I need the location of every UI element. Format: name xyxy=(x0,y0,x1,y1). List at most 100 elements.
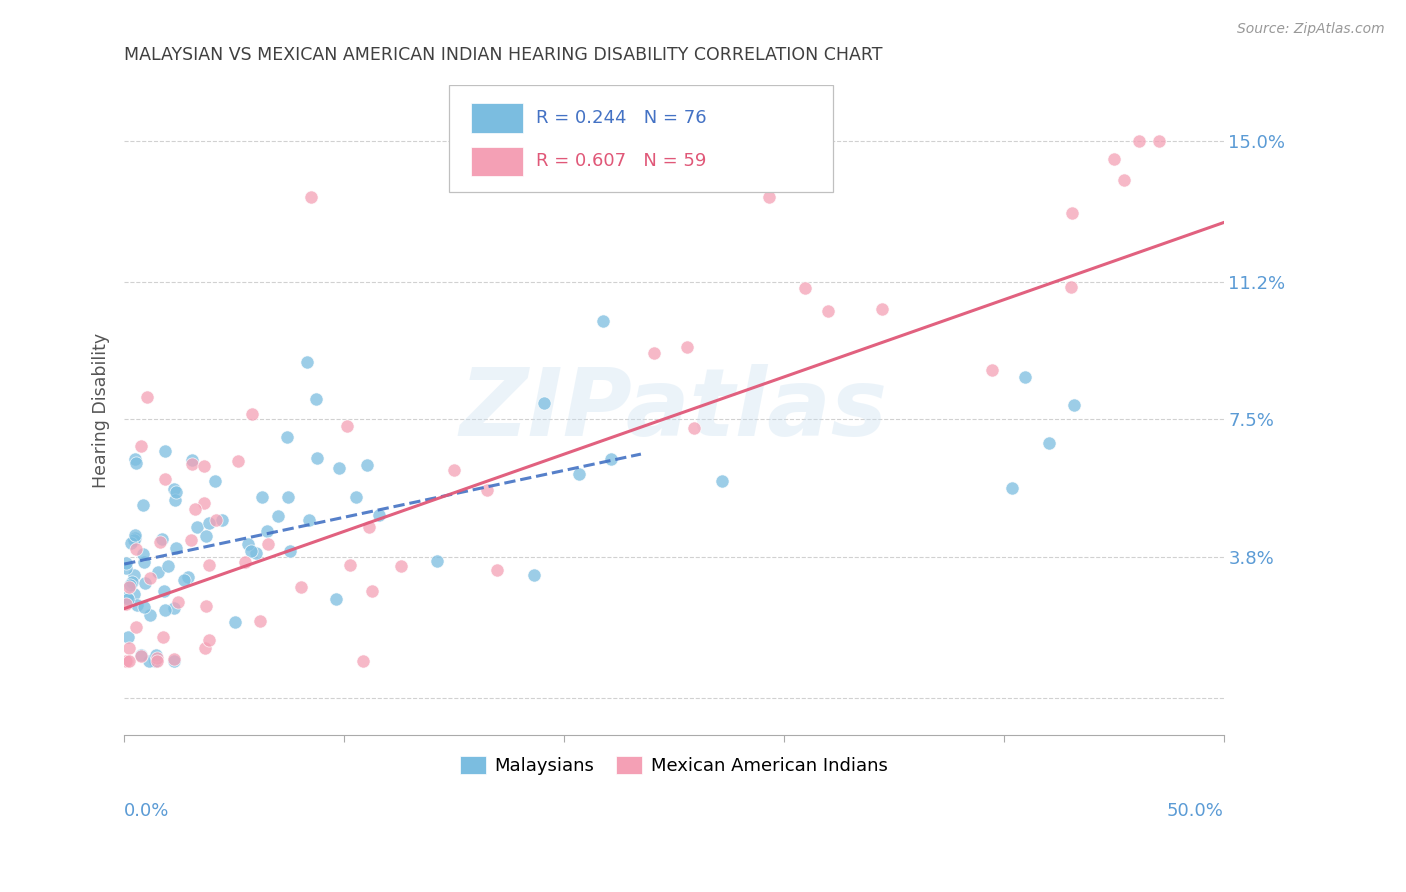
Point xyxy=(176,570,198,584)
Point xyxy=(125,620,148,634)
Point xyxy=(361,583,384,598)
Point xyxy=(204,513,226,527)
Point xyxy=(240,544,263,558)
Point xyxy=(143,654,166,668)
Point xyxy=(180,452,202,467)
Point xyxy=(305,450,328,465)
Point xyxy=(153,583,176,598)
Point xyxy=(297,355,319,369)
Point xyxy=(124,531,146,545)
Point xyxy=(1063,398,1085,412)
Point xyxy=(163,482,186,496)
Point xyxy=(131,649,153,664)
Point xyxy=(115,654,138,668)
Point xyxy=(389,558,412,573)
Text: R = 0.244   N = 76: R = 0.244 N = 76 xyxy=(537,109,707,127)
Point xyxy=(150,532,173,546)
Point xyxy=(127,598,149,612)
Point xyxy=(290,580,312,594)
Point xyxy=(250,490,273,504)
Point xyxy=(710,474,733,488)
Text: 0.0%: 0.0% xyxy=(124,802,170,820)
Point xyxy=(132,499,155,513)
Point xyxy=(181,457,204,471)
Point xyxy=(256,524,278,538)
Point xyxy=(235,555,257,569)
Point xyxy=(195,529,218,543)
Point xyxy=(180,533,202,548)
Point xyxy=(443,463,465,477)
Point xyxy=(1060,280,1083,294)
Text: ZIPatlas: ZIPatlas xyxy=(460,364,889,456)
Point xyxy=(336,419,359,434)
Point xyxy=(197,516,219,530)
Point xyxy=(134,556,156,570)
Point xyxy=(145,651,167,665)
Point xyxy=(125,456,148,470)
Point xyxy=(117,631,139,645)
Point xyxy=(344,490,367,504)
Point xyxy=(339,558,361,572)
Point xyxy=(186,520,208,534)
Point xyxy=(118,654,141,668)
Point xyxy=(139,571,162,585)
Point xyxy=(165,541,187,555)
Point xyxy=(167,595,190,609)
Point xyxy=(368,508,391,522)
Point xyxy=(152,631,174,645)
Point xyxy=(277,490,299,504)
Point xyxy=(165,485,187,500)
Point xyxy=(118,578,141,592)
Point xyxy=(115,590,138,604)
Point xyxy=(146,565,169,579)
Point xyxy=(299,189,322,203)
Point xyxy=(193,496,215,510)
Point xyxy=(184,501,207,516)
Point xyxy=(139,607,162,622)
Point xyxy=(485,563,508,577)
Point xyxy=(249,614,271,628)
Point xyxy=(153,472,176,486)
Point xyxy=(124,528,146,542)
Point xyxy=(118,580,141,594)
Point xyxy=(981,363,1004,377)
Point xyxy=(1001,481,1024,495)
Point xyxy=(357,520,380,534)
Point xyxy=(122,567,145,582)
Point xyxy=(134,599,156,614)
Point xyxy=(256,537,278,551)
Point xyxy=(156,559,179,574)
Point xyxy=(872,302,894,317)
Point xyxy=(224,615,246,629)
Point xyxy=(568,467,591,481)
Point xyxy=(794,280,817,294)
Text: R = 0.607   N = 59: R = 0.607 N = 59 xyxy=(537,153,707,170)
Text: Source: ZipAtlas.com: Source: ZipAtlas.com xyxy=(1237,22,1385,37)
Point xyxy=(163,654,186,668)
Point xyxy=(356,458,378,472)
Point xyxy=(145,648,167,663)
Point xyxy=(245,546,267,560)
Point xyxy=(1128,134,1150,148)
Point xyxy=(683,421,706,435)
FancyBboxPatch shape xyxy=(449,86,834,193)
Point xyxy=(138,654,160,668)
Point xyxy=(426,554,449,568)
Point xyxy=(325,592,347,607)
Point xyxy=(195,599,218,614)
Point xyxy=(193,458,215,473)
Point xyxy=(121,575,143,590)
Point xyxy=(115,561,138,575)
Point xyxy=(163,652,186,666)
Point xyxy=(328,460,350,475)
Point xyxy=(643,346,665,360)
Point xyxy=(592,314,614,328)
Point xyxy=(194,641,217,656)
Point xyxy=(115,597,138,611)
Point xyxy=(1038,435,1060,450)
Point xyxy=(125,542,148,557)
Point xyxy=(1062,205,1084,219)
Point xyxy=(129,439,152,453)
Legend: Malaysians, Mexican American Indians: Malaysians, Mexican American Indians xyxy=(451,747,897,784)
Point xyxy=(226,454,249,468)
